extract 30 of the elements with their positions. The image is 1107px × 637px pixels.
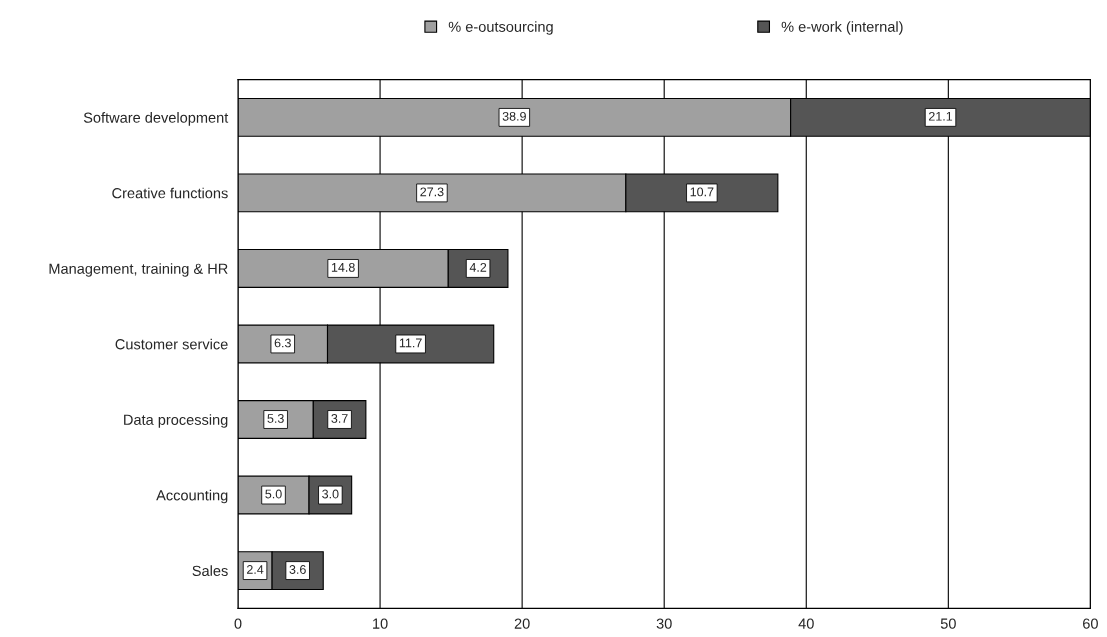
data-label: 3.6 — [289, 565, 306, 574]
y-tick-label: Sales — [192, 565, 228, 576]
x-tick-label: 40 — [798, 618, 814, 629]
data-label: 10.7 — [690, 187, 714, 197]
x-tick-label: 10 — [373, 618, 388, 629]
x-tick-label: 50 — [940, 618, 956, 629]
data-label: 38.9 — [502, 111, 526, 121]
data-label: 3.0 — [322, 489, 339, 499]
data-label: 5.3 — [267, 414, 284, 423]
y-tick-label: Management, training & HR — [49, 263, 228, 277]
data-label: 14.8 — [331, 262, 355, 272]
x-tick-label: 60 — [1083, 618, 1098, 629]
legend-label: % e-work (internal) — [781, 21, 903, 35]
y-tick-label: Data processing — [124, 414, 228, 428]
data-label: 5.0 — [265, 489, 282, 499]
data-label: 27.3 — [420, 187, 444, 197]
data-label: 4.2 — [469, 262, 487, 272]
data-label: 11.7 — [399, 338, 422, 348]
data-label: 6.3 — [274, 338, 291, 348]
y-tick-label: Accounting — [156, 489, 228, 504]
data-label: 2.4 — [246, 565, 264, 574]
data-label: 21.1 — [928, 111, 953, 121]
y-tick-label: Customer service — [115, 338, 228, 350]
data-label: 3.7 — [331, 414, 348, 423]
y-tick-label: Creative functions — [112, 187, 228, 199]
legend-label: % e-outsourcing — [448, 21, 553, 35]
x-tick-label: 20 — [514, 618, 530, 629]
x-tick-label: 0 — [234, 618, 242, 629]
x-tick-label: 30 — [656, 618, 672, 629]
y-tick-label: Software development — [83, 112, 229, 126]
